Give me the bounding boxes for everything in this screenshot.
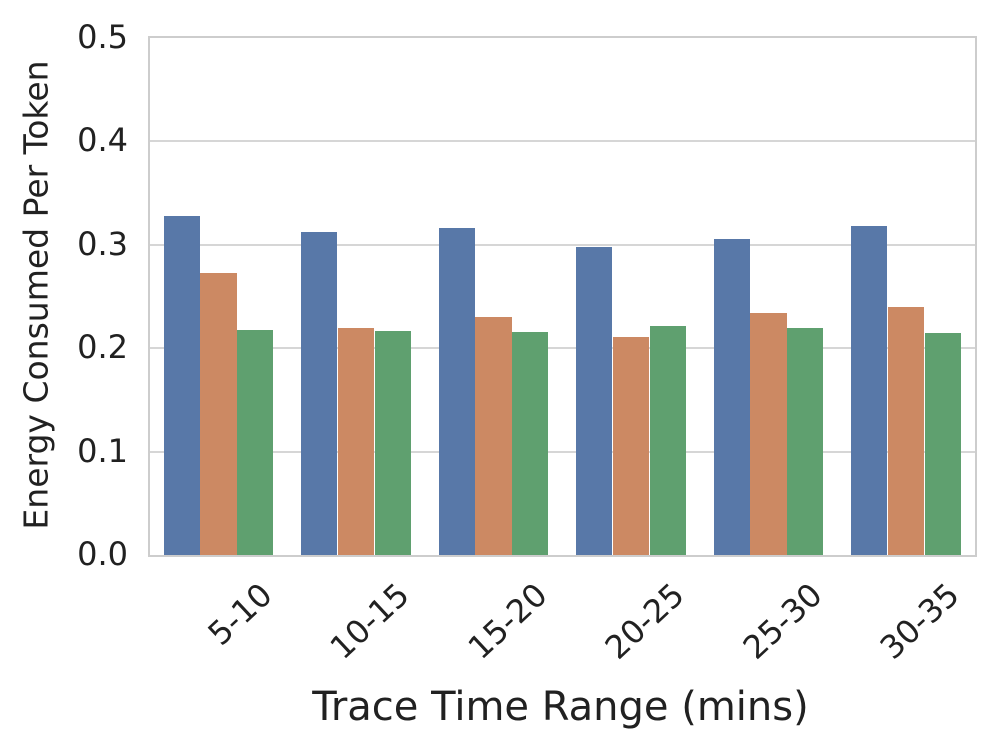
bar-green-5-10 [237,329,274,555]
x-tick-label-30-35: 30-35 [872,575,967,667]
x-tick-label-25-30: 25-30 [735,575,830,667]
gridline-y-0.3 [150,243,975,246]
y-tick-label-0.0: 0.0 [77,535,128,573]
bar-orange-20-25 [612,336,650,555]
bar-blue-10-15 [301,232,338,555]
y-tick-label-0.2: 0.2 [77,328,128,367]
x-tick-label-20-25: 20-25 [597,575,692,667]
y-tick-label-0.3: 0.3 [77,224,128,263]
y-tick-label-0.4: 0.4 [77,121,128,160]
bar-orange-5-10 [200,272,237,555]
gridline-y-0.2 [150,347,975,350]
y-tick-label-0.5: 0.5 [77,18,128,56]
bar-orange-10-15 [337,327,375,555]
y-tick-label-0.1: 0.1 [77,431,128,470]
bar-green-10-15 [374,330,411,555]
bar-blue-20-25 [576,246,613,555]
x-tick-label-15-20: 15-20 [460,575,555,667]
plot-area [148,36,977,557]
x-axis-label: Trace Time Range (mins) [312,684,809,730]
bar-blue-15-20 [438,228,475,555]
bar-orange-30-35 [887,306,925,555]
bar-orange-15-20 [475,317,512,555]
bar-green-20-25 [649,325,686,555]
x-tick-label-10-15: 10-15 [322,575,417,667]
bar-green-30-35 [924,332,961,555]
bar-blue-5-10 [163,215,200,555]
bar-green-25-30 [787,327,824,555]
bar-blue-25-30 [713,238,750,555]
x-tick-label-5-10: 5-10 [200,575,280,653]
bar-blue-30-35 [851,226,888,555]
bar-orange-25-30 [750,313,787,555]
gridline-y-0.1 [150,450,975,453]
bar-green-15-20 [512,331,549,555]
gridline-y-0.4 [150,140,975,143]
